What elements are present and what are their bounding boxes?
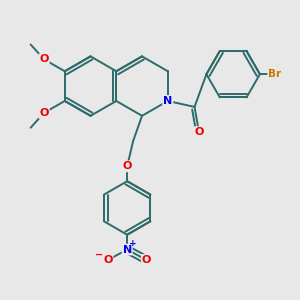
Text: O: O [39, 54, 49, 64]
Text: N: N [163, 96, 172, 106]
Text: O: O [39, 108, 49, 118]
Text: O: O [194, 127, 204, 137]
Text: Br: Br [268, 69, 281, 79]
Text: O: O [103, 255, 112, 265]
Text: +: + [129, 238, 136, 247]
Text: N: N [122, 244, 132, 255]
Text: −: − [95, 250, 104, 260]
Text: O: O [142, 255, 151, 265]
Text: O: O [122, 161, 132, 171]
